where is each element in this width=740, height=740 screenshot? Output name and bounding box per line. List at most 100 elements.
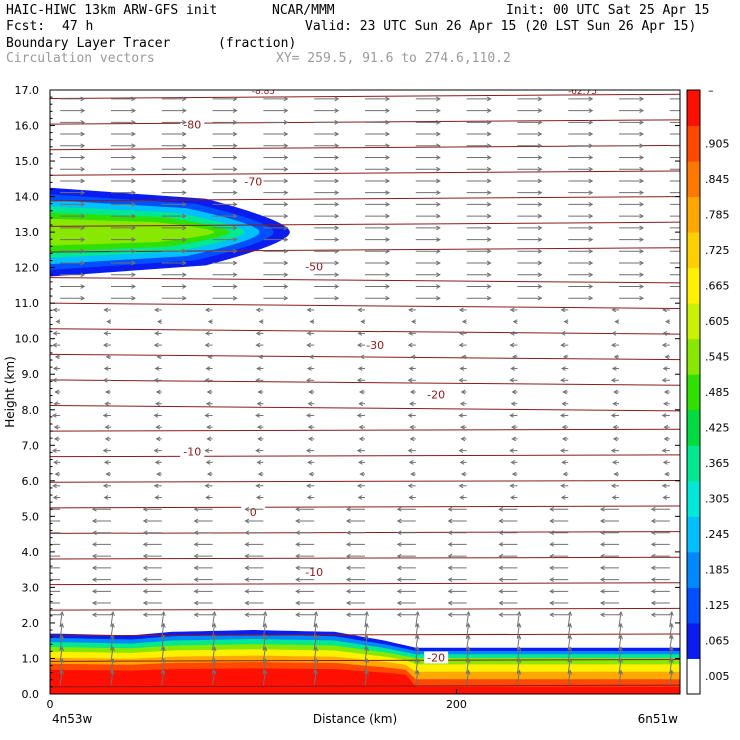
vector-arrow: [669, 203, 680, 205]
vector-arrow: [193, 542, 213, 547]
vector-arrow: [104, 436, 111, 442]
vector-arrow: [263, 272, 289, 278]
vector-arrow: [664, 471, 670, 477]
vector-arrow: [244, 530, 264, 536]
vector-arrow: [662, 331, 670, 336]
vector-arrow: [161, 295, 187, 301]
vector-arrow: [415, 213, 441, 219]
vector-arrow: [568, 178, 594, 184]
vector-arrow: [650, 565, 670, 571]
vector-arrow: [205, 401, 213, 407]
vector-arrow: [396, 553, 416, 559]
vector-arrow: [258, 319, 264, 325]
vector-arrow: [314, 260, 340, 266]
vector-arrow: [560, 342, 569, 348]
vector-arrow: [91, 542, 111, 547]
y-tick-label: 5.0: [22, 510, 40, 523]
vector-arrow: [305, 448, 315, 453]
contour-label-bg: [241, 175, 266, 188]
vector-arrow: [212, 213, 238, 219]
colorbar-label: .005: [705, 670, 730, 683]
vector-arrow: [256, 366, 264, 371]
colorbar-label: .605: [705, 315, 730, 328]
vector-arrow: [60, 131, 86, 137]
vector-arrow: [53, 436, 61, 442]
vector-arrow: [611, 495, 620, 500]
vector-arrow: [409, 389, 416, 395]
vector-arrow: [560, 448, 569, 453]
vector-arrow: [619, 213, 645, 219]
contour-label: -80: [183, 119, 201, 132]
vector-arrow: [60, 119, 86, 125]
contour-label: 0: [250, 506, 257, 519]
vector-arrow: [447, 612, 467, 618]
vector-arrow: [612, 459, 620, 465]
vector-arrow: [52, 331, 61, 336]
vector-arrow: [612, 424, 620, 430]
vector-arrow: [207, 319, 213, 325]
vector-arrow: [498, 553, 518, 559]
vector-arrow: [295, 588, 315, 594]
vector-arrow: [662, 366, 670, 371]
colorbar-label: .365: [705, 457, 730, 470]
vector-arrow: [110, 143, 137, 149]
vector-arrow: [357, 366, 365, 371]
vector-arrow: [511, 389, 518, 395]
vector-arrow: [212, 225, 238, 231]
vector-arrow: [611, 331, 620, 336]
vector-arrow: [662, 459, 670, 465]
vector-arrow: [161, 155, 187, 160]
vector-arrow: [256, 424, 264, 430]
y-tick-label: 4.0: [22, 546, 40, 559]
vector-arrow: [60, 213, 86, 219]
vector-arrow: [205, 459, 213, 465]
vector-arrow: [466, 178, 492, 184]
y-tick-label: 17.0: [15, 84, 40, 97]
vector-arrow: [415, 178, 441, 184]
temperature-contours: -80 -70 -50 -30 -20 -10 0 -10 -20 -8.85 -62.75: [50, 90, 680, 688]
vector-arrow: [314, 237, 340, 242]
vector-arrow: [212, 143, 238, 149]
vector-arrow: [106, 319, 112, 325]
vector-arrow: [561, 401, 569, 407]
vector-arrow: [568, 108, 594, 113]
colorbar-swatch: [687, 90, 700, 127]
vector-arrow: [459, 331, 467, 336]
contour-line: [50, 684, 680, 688]
vector-arrow: [161, 131, 187, 137]
vector-arrow: [568, 248, 594, 254]
vector-arrow: [650, 542, 670, 547]
vector-arrow: [415, 131, 441, 137]
vector-arrow: [193, 565, 213, 571]
vector-arrow: [314, 178, 340, 184]
vector-arrow: [212, 108, 238, 113]
contour-label: -10: [305, 566, 323, 579]
vector-arrow: [358, 459, 365, 465]
vector-arrow: [263, 284, 289, 289]
vector-arrow: [415, 166, 441, 172]
vector-arrow: [510, 459, 518, 465]
vector-arrow: [103, 495, 111, 500]
vector-arrow: [154, 459, 162, 465]
vector-arrow: [307, 424, 315, 430]
vector-arrow: [212, 96, 238, 102]
vector-arrow: [619, 284, 645, 289]
vector-arrow: [50, 520, 61, 522]
vector-arrow: [255, 377, 264, 383]
vector-arrow: [345, 565, 365, 571]
vector-arrow: [466, 166, 492, 172]
vector-arrow: [415, 237, 441, 242]
field-name: Boundary Layer Tracer: [6, 36, 171, 51]
vector-arrow: [154, 307, 162, 313]
colorbar-swatch: [687, 267, 700, 304]
colorbar-label: .785: [705, 208, 730, 221]
vector-arrow: [549, 506, 569, 512]
vector-arrow: [466, 119, 492, 125]
vector-arrow: [461, 319, 467, 325]
contour-line: [50, 556, 680, 560]
vector-arrow: [314, 108, 340, 113]
colorbar-frame: [686, 89, 701, 695]
vector-arrow: [91, 565, 111, 571]
vector-arrow: [498, 506, 518, 512]
vector-arrow: [60, 295, 86, 301]
